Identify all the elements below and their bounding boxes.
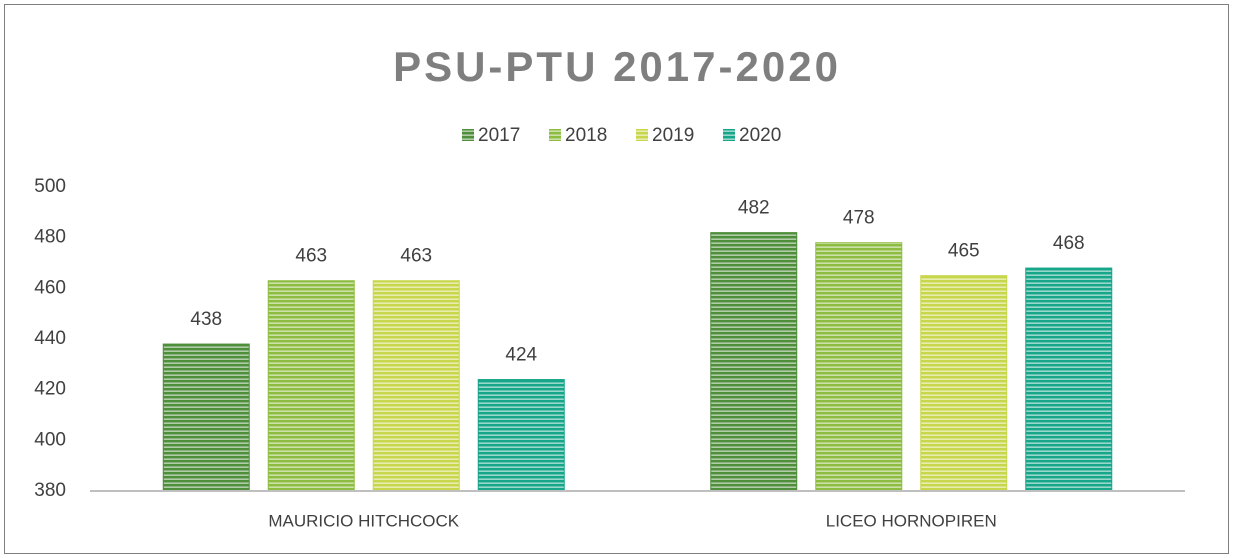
bar xyxy=(920,275,1008,492)
bar xyxy=(267,280,355,492)
data-label: 463 xyxy=(400,246,432,267)
data-label: 463 xyxy=(295,246,327,267)
chart-title: PSU-PTU 2017-2020 xyxy=(393,43,841,90)
data-label: 424 xyxy=(505,345,537,366)
x-tick-label: LICEO HORNOPIREN xyxy=(826,511,997,530)
bar xyxy=(710,232,798,492)
bar xyxy=(815,242,903,492)
data-label: 478 xyxy=(843,208,875,229)
legend-label: 2018 xyxy=(565,125,607,146)
y-tick-label: 420 xyxy=(34,379,66,400)
legend-swatch xyxy=(549,129,561,141)
bar xyxy=(162,343,250,492)
x-tick-label: MAURICIO HITCHCOCK xyxy=(268,511,459,530)
legend-swatch xyxy=(723,129,735,141)
bar xyxy=(372,280,460,492)
legend-label: 2019 xyxy=(652,125,694,146)
y-tick-label: 500 xyxy=(34,176,66,197)
y-tick-label: 480 xyxy=(34,227,66,248)
y-tick-label: 460 xyxy=(34,277,66,298)
data-label: 465 xyxy=(948,241,980,262)
y-tick-label: 440 xyxy=(34,328,66,349)
bar xyxy=(1025,267,1113,492)
y-tick-label: 380 xyxy=(34,480,66,501)
y-tick-label: 400 xyxy=(34,429,66,450)
bar xyxy=(477,379,565,492)
data-label: 438 xyxy=(190,309,222,330)
legend-label: 2020 xyxy=(739,125,781,146)
data-label: 468 xyxy=(1053,233,1085,254)
legend-swatch xyxy=(462,129,474,141)
data-label: 482 xyxy=(738,198,770,219)
legend-label: 2017 xyxy=(478,125,520,146)
legend-swatch xyxy=(636,129,648,141)
